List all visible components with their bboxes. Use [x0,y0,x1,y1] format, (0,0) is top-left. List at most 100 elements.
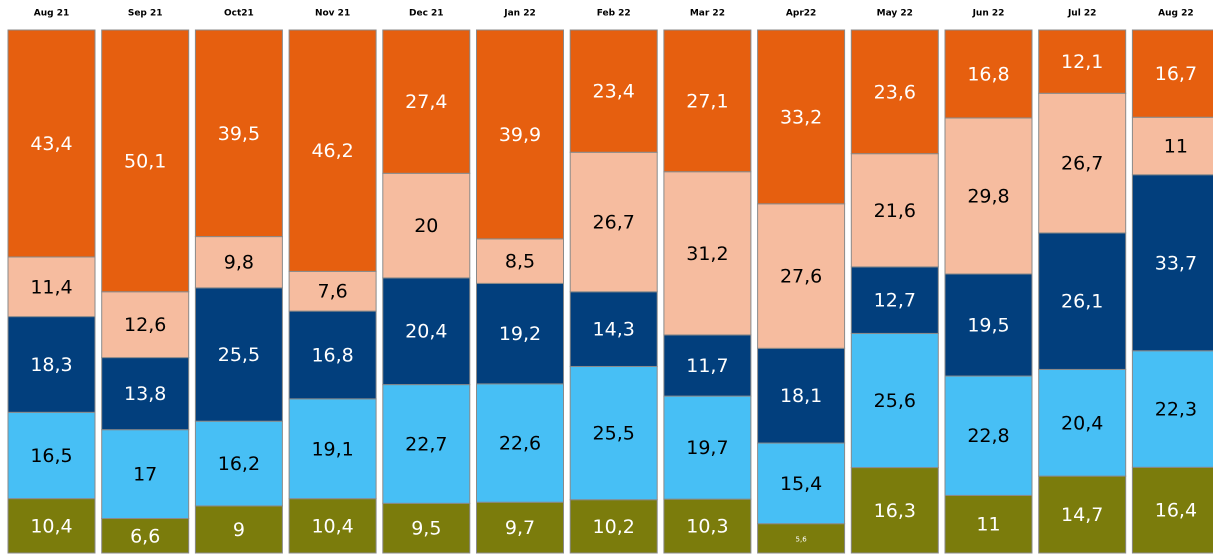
x-tick-label: Apr22 [786,9,816,19]
bar-segment [7,29,96,258]
value-label: 25,5 [593,423,635,445]
value-label: 39,9 [499,124,541,146]
bar-segment [382,172,471,279]
value-label: 15,4 [780,473,822,495]
bar-segment [1038,92,1127,234]
bar-segment [194,420,283,507]
value-label: 12,1 [1061,51,1103,73]
bar-segment [476,383,564,503]
bar-segment [757,29,846,205]
bar-segment [944,273,1033,377]
value-label: 19,2 [499,323,541,345]
x-tick-label: Mar 22 [690,9,725,19]
value-label: 14,3 [593,319,635,341]
value-label: 22,6 [499,433,541,455]
bar-segment [850,332,939,469]
value-label: 16,8 [311,344,353,366]
bar-segment [476,282,564,385]
value-label: 39,5 [218,123,260,145]
value-label: 26,7 [593,212,635,234]
bar-segment [1038,368,1127,477]
bar-segment [569,291,658,367]
value-label: 19,5 [967,315,1009,337]
bar-segment [382,277,471,386]
value-label: 11 [1164,135,1188,157]
bar-segment [1038,29,1127,94]
value-label: 18,1 [780,385,822,407]
x-tick-label: Sep 21 [128,9,163,19]
bar-segment [569,365,658,501]
bar-segment [1131,29,1213,118]
value-label: 26,7 [1061,153,1103,175]
value-label: 16,8 [967,63,1009,85]
bar-segment [757,203,846,349]
bar-segment [476,29,564,240]
value-label: 33,2 [780,106,822,128]
value-label: 19,7 [686,437,728,459]
bar-segment [7,256,96,318]
value-label: 46,2 [311,140,353,162]
value-label: 9,7 [505,517,535,539]
bar-segment [850,467,939,554]
bar-segment [569,29,658,153]
bar-segment [194,29,283,238]
bar-segment [1131,466,1213,554]
bar-segment [944,375,1033,496]
bar-segment [101,429,190,520]
bar-segment [288,310,377,400]
bar-segment [663,498,752,554]
value-label: 10,2 [593,516,635,538]
value-label: 27,6 [780,266,822,288]
value-label: 19,1 [311,438,353,460]
bar-segment [101,29,190,293]
value-label: 23,4 [593,81,635,103]
bar-segment [569,151,658,293]
x-tick-label: Jan 22 [503,9,536,19]
value-label: 16,5 [30,445,72,467]
value-label: 16,7 [1155,63,1197,85]
value-label: 26,1 [1061,291,1103,313]
bar-segment [288,29,377,272]
value-label: 20 [414,215,438,237]
bar-segment [288,270,377,312]
value-label: 29,8 [967,185,1009,207]
value-label: 8,5 [505,251,535,273]
bar-segment [194,287,283,422]
value-label: 5,6 [796,535,808,543]
bar-segment [101,518,190,554]
value-label: 50,1 [124,150,166,172]
value-label: 9,8 [224,252,254,274]
value-label: 9 [233,519,245,541]
x-tick-label: Aug 22 [1158,9,1193,19]
value-label: 12,6 [124,314,166,336]
bar-segment [944,29,1033,119]
x-tick-label: Feb 22 [597,9,631,19]
value-label: 12,7 [874,290,916,312]
x-tick-label: Oct21 [224,9,254,19]
value-label: 22,7 [405,433,447,455]
bar-segment [101,291,190,359]
bar-segment [476,238,564,284]
value-label: 10,4 [30,515,72,537]
value-label: 10,4 [311,515,353,537]
value-label: 20,4 [405,321,447,343]
x-tick-label: May 22 [877,9,913,19]
bar-segment [7,411,96,500]
value-label: 20,4 [1061,412,1103,434]
value-label: 11,4 [30,276,72,298]
value-label: 27,1 [686,90,728,112]
value-label: 16,3 [874,500,916,522]
value-label: 27,4 [405,91,447,113]
value-label: 31,2 [686,243,728,265]
bar-segment [1038,232,1127,370]
bar-segment [1131,116,1213,176]
bar-segment [663,395,752,500]
bar-segment [382,29,471,174]
x-tick-label: Jul 22 [1067,9,1097,19]
bar-segment [663,29,752,173]
value-label: 25,6 [874,390,916,412]
bar-segment [1131,174,1213,352]
bar-segment [757,523,846,554]
value-label: 11,7 [686,355,728,377]
